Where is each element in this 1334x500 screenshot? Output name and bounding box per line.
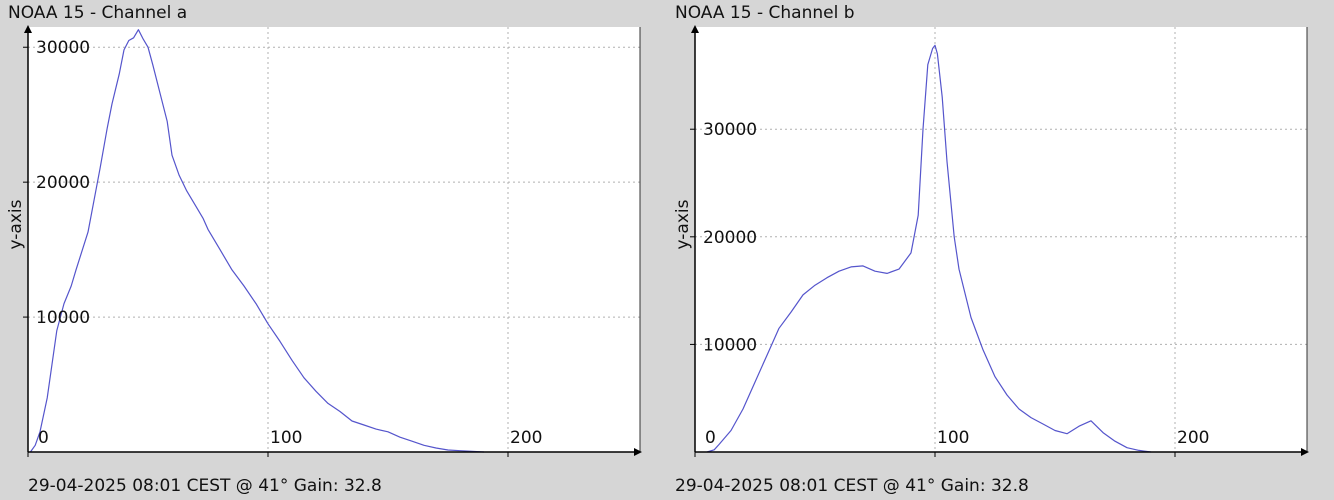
plot-background	[695, 27, 1307, 452]
y-axis-label: y-axis	[673, 199, 693, 249]
chart-title: NOAA 15 - Channel a	[8, 3, 188, 23]
plot-area-channel-a: 0 100 200 10000 20000 30000 y-axis	[6, 25, 642, 457]
y-axis-arrow	[24, 25, 32, 33]
chart-panel-channel-b: 0 100 200 10000 20000 30000 y-axis NOAA 15 - C…	[667, 0, 1334, 500]
y-tick-label: 10000	[703, 335, 757, 355]
series-line	[706, 44, 1152, 453]
plot-area-channel-b: 0 100 200 10000 20000 30000 y-axis	[673, 25, 1309, 457]
chart-footer: 29-04-2025 08:01 CEST @ 41° Gain: 32.8	[28, 476, 382, 496]
y-tick-label: 20000	[36, 173, 90, 193]
x-tick-label: 0	[38, 428, 49, 448]
x-tick-label: 200	[510, 428, 542, 448]
x-tick-label: 100	[270, 428, 302, 448]
plot-background	[28, 27, 640, 452]
chart-panel-channel-a: 0 100 200 10000 20000 30000 y-axis NOAA 15 - C…	[6, 3, 642, 496]
chart-footer: 29-04-2025 08:01 CEST @ 41° Gain: 32.8	[675, 476, 1029, 496]
x-tick-label: 100	[937, 428, 969, 448]
x-axis-arrow	[634, 448, 642, 456]
x-tick-label: 200	[1177, 428, 1209, 448]
x-tick-label: 0	[705, 428, 716, 448]
y-tick-label: 30000	[36, 38, 90, 58]
x-axis-arrow	[1301, 448, 1309, 456]
chart-title: NOAA 15 - Channel b	[675, 3, 855, 23]
y-axis-arrow	[691, 25, 699, 33]
y-tick-label: 20000	[703, 228, 757, 248]
y-tick-label: 30000	[703, 120, 757, 140]
series-line	[29, 29, 485, 453]
y-axis-label: y-axis	[6, 199, 26, 249]
y-tick-label: 10000	[36, 308, 90, 328]
